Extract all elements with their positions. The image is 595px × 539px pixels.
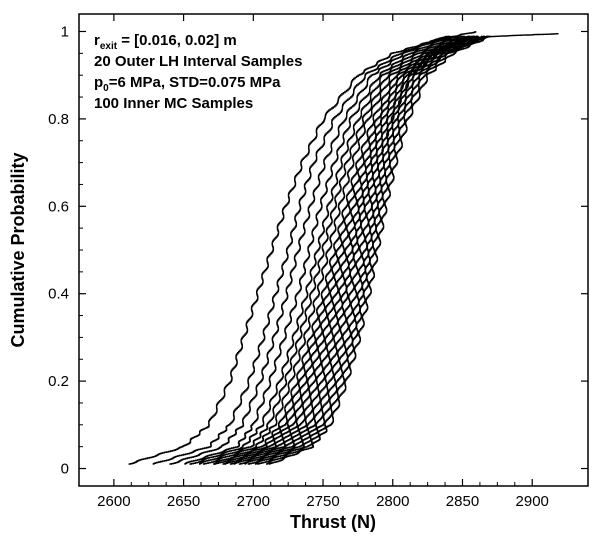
cdf-series-line [224, 35, 474, 465]
cdf-series-line [199, 35, 459, 465]
annotation-line-3-main: p [94, 74, 103, 91]
x-tick-label: 2900 [516, 493, 549, 510]
y-axis-title: Cumulative Probability [8, 152, 28, 347]
annotation-line-1-main: r [94, 32, 100, 49]
cdf-series-line [169, 35, 448, 465]
x-tick-label: 2750 [306, 493, 339, 510]
annotation-line-2: 20 Outer LH Interval Samples [94, 53, 302, 70]
x-tick-label: 2600 [97, 493, 130, 510]
x-tick-label: 2850 [446, 493, 479, 510]
x-tick-label: 2650 [167, 493, 200, 510]
cdf-series-line [254, 35, 483, 465]
annotation-line-1-sub: exit [100, 41, 118, 52]
annotation-line-3: p0=6 MPa, STD=0.075 MPa [94, 74, 281, 94]
cdf-series-line [152, 31, 477, 465]
cdf-series-line [266, 35, 488, 465]
y-tick-label: 0.2 [48, 373, 69, 390]
series-layer [128, 31, 559, 465]
y-tick-label: 0.6 [48, 198, 69, 215]
annotation-line-1: rexit = [0.016, 0.02] m [94, 32, 237, 52]
x-tick-label: 2800 [376, 493, 409, 510]
cdf-series-line [214, 35, 471, 465]
x-tick-label: 2700 [237, 493, 270, 510]
annotation-line-3-rest: =6 MPa, STD=0.075 MPa [109, 74, 281, 91]
annotation-line-4: 100 Inner MC Samples [94, 95, 253, 112]
annotation-line-1-rest: = [0.016, 0.02] m [117, 32, 237, 49]
x-axis-title: Thrust (N) [290, 512, 376, 532]
cdf-series-line [247, 35, 486, 465]
cdf-series-line [184, 35, 451, 465]
y-tick-label: 0.8 [48, 111, 69, 128]
cdf-series-line [238, 35, 479, 465]
cdf-series-line [257, 35, 490, 465]
cdf-series-line [202, 35, 465, 465]
cdf-series-line [222, 35, 471, 465]
tick-layer: 2600 2650 2700 2750 2800 2850 2900 0 0.2 0.4 0.6 0.… [48, 14, 588, 510]
y-tick-label: 0 [61, 461, 69, 478]
cdf-series-line [128, 33, 559, 465]
cdf-series-line [189, 35, 458, 465]
annotation-box: rexit = [0.016, 0.02] m 20 Outer LH Inte… [94, 32, 302, 112]
annotation-line-3-sub: 0 [103, 83, 109, 94]
cdf-series-line [268, 35, 491, 465]
y-tick-label: 1 [61, 23, 69, 40]
y-tick-label: 0.4 [48, 286, 69, 303]
